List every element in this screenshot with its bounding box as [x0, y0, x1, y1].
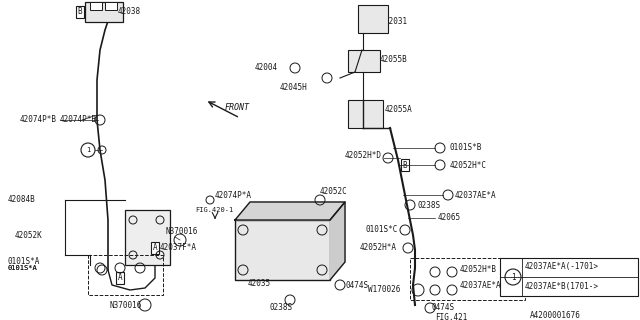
Text: 42052H*D: 42052H*D — [345, 150, 382, 159]
Text: 42037F*A: 42037F*A — [160, 244, 197, 252]
Text: B: B — [403, 161, 407, 170]
Text: 0101S*A: 0101S*A — [8, 265, 38, 271]
Text: 42074P*A: 42074P*A — [215, 190, 252, 199]
Bar — [85, 2, 123, 22]
Bar — [358, 5, 388, 33]
Polygon shape — [330, 202, 345, 280]
Text: N370016: N370016 — [110, 300, 142, 309]
Text: A: A — [118, 274, 122, 283]
Text: 42052H*C: 42052H*C — [450, 161, 487, 170]
Text: 0474S: 0474S — [432, 303, 455, 313]
Text: A: A — [153, 244, 157, 252]
Text: 42052H*B: 42052H*B — [460, 266, 497, 275]
Bar — [500, 258, 638, 296]
Text: 42037AE*B(1701->: 42037AE*B(1701-> — [525, 283, 599, 292]
Text: 42035: 42035 — [248, 279, 271, 289]
Text: 42074P*B: 42074P*B — [20, 116, 57, 124]
Text: FRONT: FRONT — [225, 103, 250, 113]
Text: 42037AE*A(-1701>: 42037AE*A(-1701> — [525, 262, 599, 271]
Text: A: A — [118, 274, 122, 283]
Bar — [125, 210, 170, 265]
Bar — [348, 100, 383, 128]
Text: 42084B: 42084B — [8, 196, 36, 204]
Text: 42065: 42065 — [438, 213, 461, 222]
Text: FIG.421: FIG.421 — [435, 314, 467, 320]
Polygon shape — [235, 202, 345, 220]
Text: 42045H: 42045H — [280, 84, 308, 92]
Text: 42004: 42004 — [255, 63, 278, 73]
Text: 0101S*A: 0101S*A — [8, 258, 40, 267]
Bar — [88, 255, 163, 295]
Text: 0101S*B: 0101S*B — [450, 143, 483, 153]
Text: 42055A: 42055A — [385, 106, 413, 115]
Text: 42052C: 42052C — [320, 188, 348, 196]
Text: 0474S: 0474S — [345, 281, 368, 290]
Bar — [410, 258, 525, 300]
Bar — [90, 2, 102, 10]
Text: A4200001676: A4200001676 — [530, 310, 581, 319]
Text: W170026: W170026 — [368, 285, 401, 294]
Text: 0238S: 0238S — [270, 303, 293, 313]
Bar — [105, 2, 117, 10]
Text: 1: 1 — [86, 147, 90, 153]
Text: 42031: 42031 — [385, 18, 408, 27]
Text: 1: 1 — [511, 273, 515, 282]
Text: 42038: 42038 — [118, 7, 141, 17]
Text: B: B — [77, 7, 83, 17]
Text: 42052H*A: 42052H*A — [360, 244, 397, 252]
Text: 42037AE*A: 42037AE*A — [460, 281, 502, 290]
Text: FIG.420-1: FIG.420-1 — [195, 207, 233, 213]
Text: 42037AE*A: 42037AE*A — [455, 190, 497, 199]
Text: 0101S*C: 0101S*C — [365, 226, 397, 235]
Text: 42074P*B: 42074P*B — [60, 116, 97, 124]
Text: N370016: N370016 — [165, 228, 197, 236]
Bar — [235, 220, 330, 280]
Text: 42055B: 42055B — [380, 55, 408, 65]
Text: 0238S: 0238S — [418, 201, 441, 210]
Text: 42052K: 42052K — [15, 230, 43, 239]
Text: 0101S*A: 0101S*A — [8, 265, 38, 271]
Bar — [348, 50, 380, 72]
